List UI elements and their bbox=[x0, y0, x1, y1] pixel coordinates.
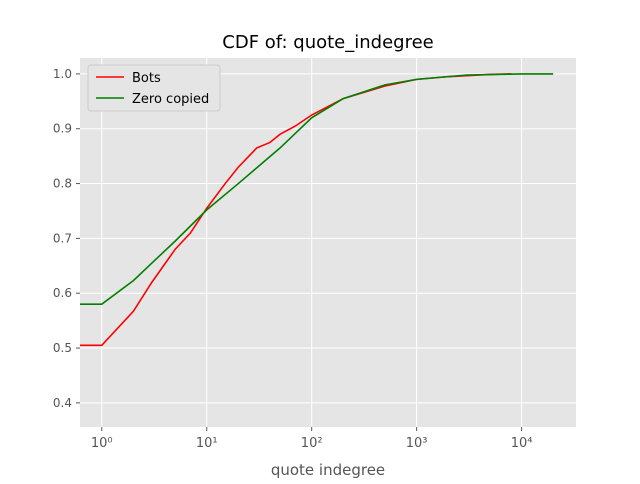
y-tick-label: 0.6 bbox=[53, 286, 72, 300]
chart-title: CDF of: quote_indegree bbox=[222, 32, 433, 53]
series-line bbox=[80, 73, 554, 305]
plot-area bbox=[80, 58, 576, 427]
x-tick-label: 10⁴ bbox=[511, 436, 533, 451]
legend-label: Bots bbox=[132, 71, 161, 86]
x-axis-label: quote indegree bbox=[271, 461, 385, 479]
y-tick-label: 1.0 bbox=[53, 67, 72, 81]
y-tick-label: 0.8 bbox=[53, 177, 72, 191]
x-tick-label: 10² bbox=[301, 436, 323, 451]
y-tick-label: 0.4 bbox=[53, 396, 72, 410]
y-tick-label: 0.5 bbox=[53, 341, 72, 355]
y-tick-label: 0.7 bbox=[53, 231, 72, 245]
x-tick-label: 10³ bbox=[406, 436, 428, 451]
x-tick-label: 10⁰ bbox=[91, 436, 113, 451]
legend-label: Zero copied bbox=[132, 92, 209, 107]
y-tick-label: 0.9 bbox=[53, 122, 72, 136]
x-tick-label: 10¹ bbox=[196, 436, 218, 451]
